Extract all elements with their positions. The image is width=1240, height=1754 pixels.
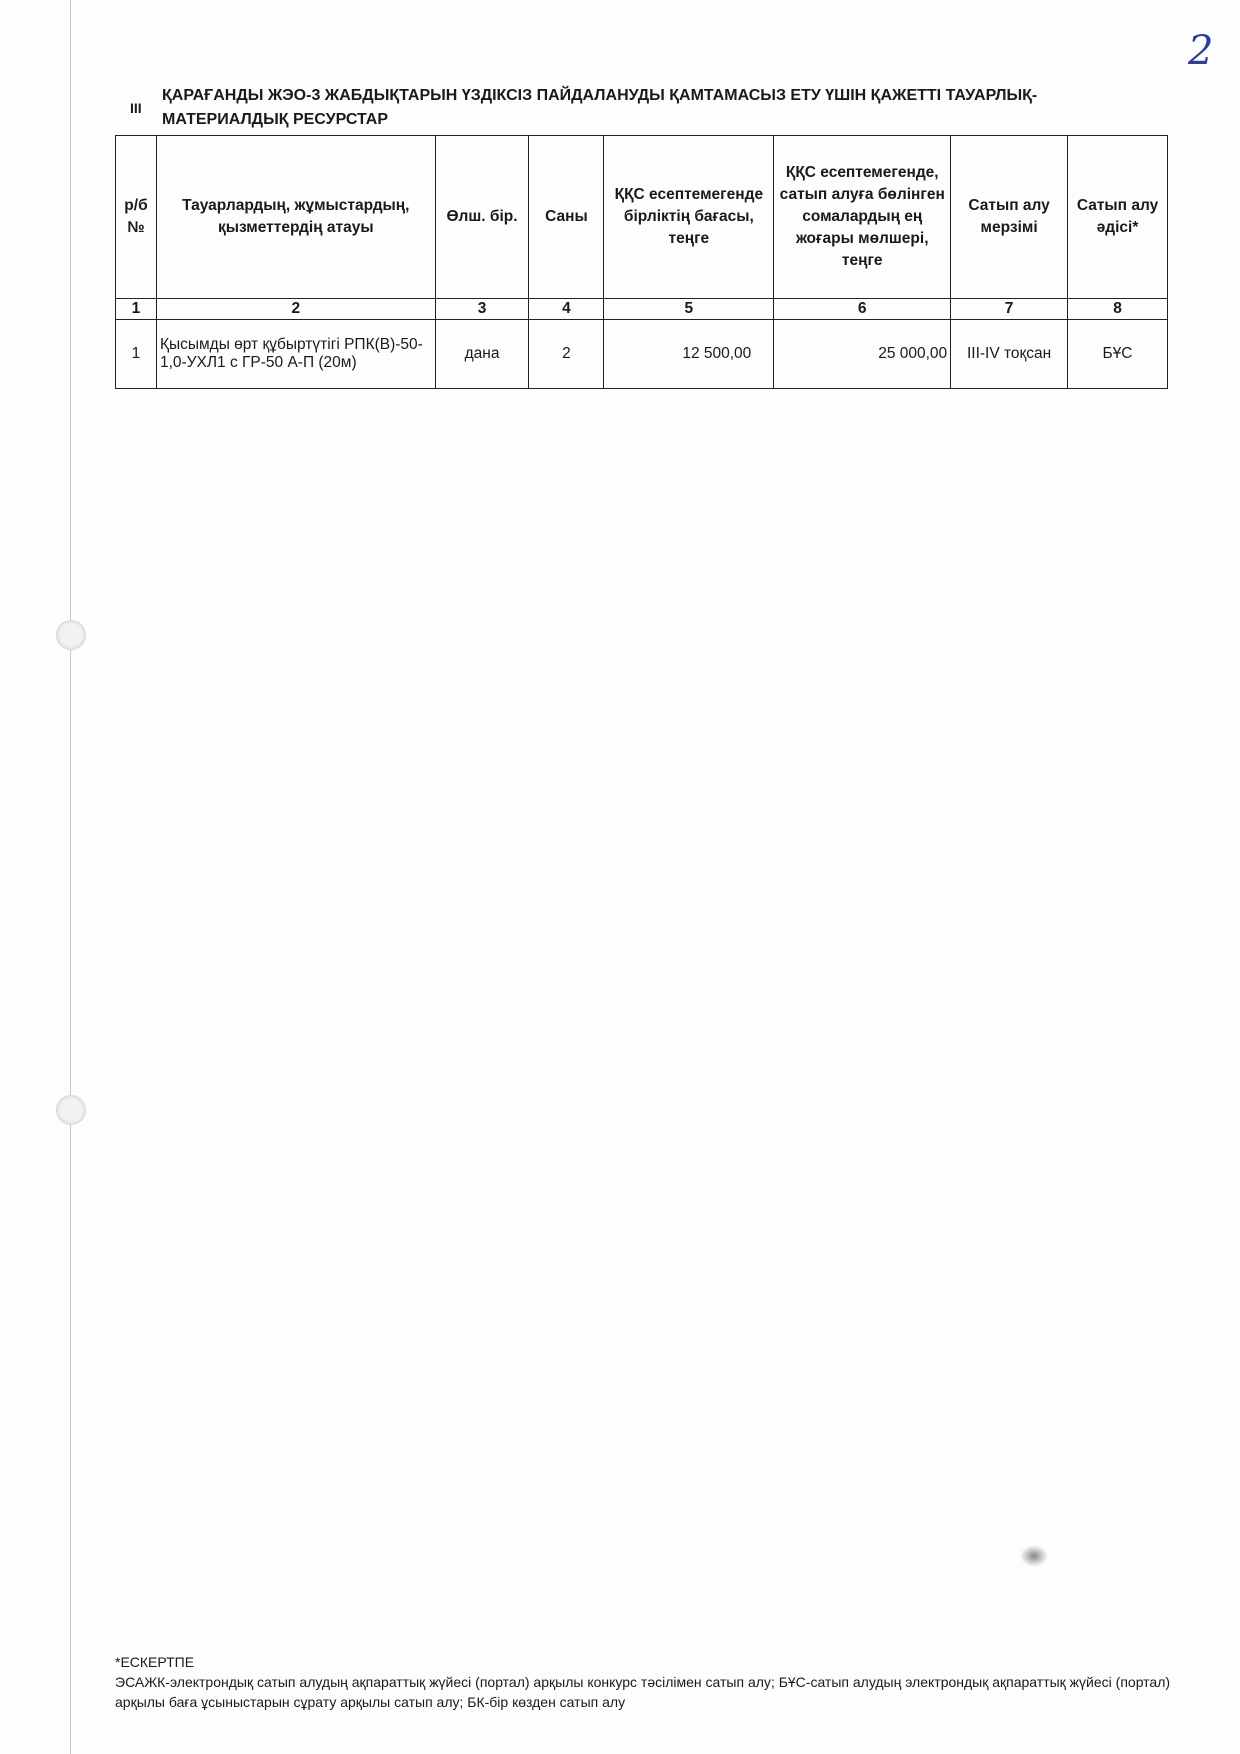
col-header: ҚҚС есептемегенде бірліктің бағасы, теңг… [603, 135, 775, 299]
table-row: 1 Қысымды өрт құбыртүтігі РПК(В)-50-1,0-… [115, 319, 1168, 389]
cell-unit-price: 12 500,00 [603, 319, 775, 389]
col-header: Өлш. бір. [434, 135, 530, 299]
stamp-smudge [1020, 1545, 1048, 1567]
col-number: 7 [950, 298, 1069, 320]
col-number: 1 [115, 298, 157, 320]
document-title: ҚАРАҒАНДЫ ЖЭО-3 ЖАБДЫҚТАРЫН ҮЗДІКСІЗ ПАЙ… [162, 87, 1038, 128]
col-number: 6 [773, 298, 952, 320]
cell-index: 1 [115, 319, 157, 389]
footnote-title: *ЕСКЕРТПЕ [115, 1654, 195, 1670]
col-number: 2 [155, 298, 436, 320]
col-header: Тауарлардың, жұмыстардың, қызметтердің а… [155, 135, 436, 299]
cell-unit: дана [434, 319, 530, 389]
punch-hole [56, 620, 86, 650]
margin-line [70, 0, 71, 1754]
section-number: III [130, 100, 142, 116]
col-number: 8 [1067, 298, 1168, 320]
resources-table: р/б № Тауарлардың, жұмыстардың, қызметте… [115, 135, 1168, 389]
cell-quantity: 2 [528, 319, 605, 389]
cell-period: III-IV тоқсан [950, 319, 1069, 389]
cell-name: Қысымды өрт құбыртүтігі РПК(В)-50-1,0-УХ… [155, 319, 436, 389]
col-number: 5 [603, 298, 775, 320]
header-row: р/б № Тауарлардың, жұмыстардың, қызметте… [115, 135, 1168, 299]
col-header: Сатып алу мерзімі [950, 135, 1069, 299]
col-header: Саны [528, 135, 605, 299]
footnote-text: ЭСАЖК-электрондық сатып алудың ақпаратты… [115, 1674, 1171, 1710]
col-header: р/б № [115, 135, 157, 299]
cell-method: БҰС [1067, 319, 1168, 389]
col-header: ҚҚС есептемегенде, сатып алуға бөлінген … [773, 135, 952, 299]
col-header: Сатып алу әдісі* [1067, 135, 1168, 299]
footnote: *ЕСКЕРТПЕ ЭСАЖК-электрондық сатып алудың… [115, 1652, 1175, 1712]
col-number: 3 [434, 298, 530, 320]
handwritten-page-number: 2 [1188, 28, 1214, 74]
cell-total: 25 000,00 [773, 319, 952, 389]
punch-hole [56, 1095, 86, 1125]
column-number-row: 1 2 3 4 5 6 7 8 [115, 298, 1168, 320]
col-number: 4 [528, 298, 605, 320]
